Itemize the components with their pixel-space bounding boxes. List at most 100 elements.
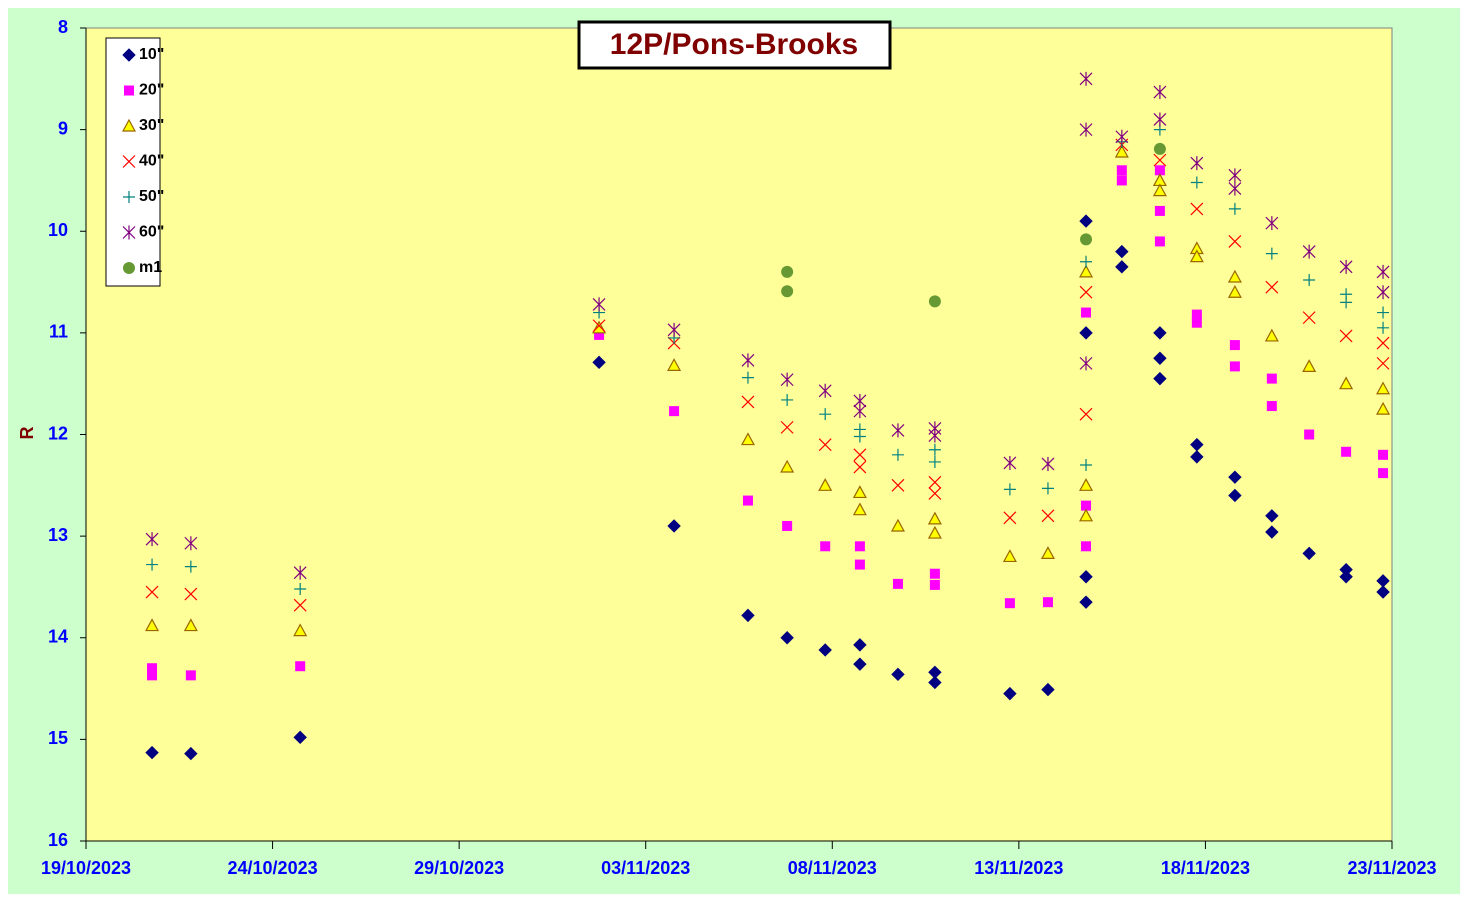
- marker-square: [1042, 597, 1053, 608]
- marker-plus: [928, 455, 941, 468]
- marker-diamond: [1190, 450, 1204, 464]
- marker-cross: [928, 475, 942, 489]
- marker-square: [1378, 449, 1389, 460]
- marker-diamond: [853, 657, 867, 671]
- marker-circle: [1080, 233, 1093, 246]
- marker-triangle: [145, 618, 160, 632]
- marker-triangle: [852, 502, 867, 516]
- marker-square: [1191, 317, 1202, 328]
- marker-diamond: [741, 608, 755, 623]
- x-tick-label: 23/11/2023: [1347, 858, 1436, 878]
- marker-star: [1079, 122, 1093, 137]
- marker-diamond: [818, 643, 832, 657]
- marker-plus: [294, 582, 307, 595]
- marker-cross: [853, 460, 867, 474]
- marker-star: [667, 322, 681, 337]
- marker-star: [818, 383, 832, 398]
- marker-diamond: [1339, 570, 1353, 584]
- marker-star: [1190, 156, 1204, 171]
- marker-plus: [1377, 321, 1390, 334]
- marker-diamond: [1115, 260, 1129, 274]
- marker-square: [854, 541, 865, 552]
- marker-cross: [1079, 285, 1093, 299]
- marker-square: [124, 85, 134, 96]
- marker-diamond: [1265, 509, 1279, 523]
- marker-triangle: [1189, 249, 1204, 263]
- marker-diamond: [184, 746, 198, 761]
- marker-star: [122, 225, 136, 240]
- marker-star: [1302, 244, 1316, 259]
- marker-diamond: [1376, 585, 1390, 599]
- marker-star: [1041, 456, 1055, 471]
- marker-triangle: [1002, 549, 1017, 563]
- legend-label: m1: [139, 259, 162, 276]
- marker-triangle: [890, 518, 905, 532]
- marker-diamond: [1079, 595, 1093, 609]
- marker-star: [592, 297, 606, 312]
- x-tick-label: 08/11/2023: [788, 858, 877, 878]
- marker-plus: [1265, 247, 1278, 260]
- marker-star: [1153, 112, 1167, 127]
- marker-star: [853, 404, 867, 419]
- marker-star: [1228, 168, 1242, 183]
- marker-square: [1266, 401, 1277, 412]
- marker-plus: [853, 430, 866, 443]
- marker-diamond: [928, 675, 942, 690]
- x-tick-label: 19/10/2023: [41, 858, 131, 878]
- marker-triangle: [183, 618, 198, 632]
- legend-label: 50": [139, 188, 164, 205]
- marker-diamond: [853, 638, 867, 652]
- marker-triangle: [780, 459, 795, 473]
- marker-square: [669, 406, 680, 417]
- marker-cross: [1041, 509, 1055, 523]
- marker-square: [147, 670, 158, 681]
- marker-triangle: [667, 358, 682, 371]
- marker-star: [928, 428, 942, 443]
- y-tick-label: 12: [48, 423, 68, 443]
- marker-plus: [781, 393, 794, 406]
- marker-diamond: [1079, 326, 1093, 340]
- marker-square: [929, 568, 940, 579]
- marker-square: [929, 579, 940, 590]
- title-box: [577, 20, 892, 70]
- marker-cross: [122, 155, 136, 168]
- marker-star: [1079, 71, 1093, 86]
- marker-triangle: [592, 320, 607, 334]
- marker-star: [145, 532, 159, 547]
- legend-label: 10": [139, 46, 164, 63]
- marker-plus: [891, 448, 904, 461]
- legend-label: 40": [139, 153, 164, 170]
- marker-square: [1266, 373, 1277, 384]
- x-tick-label: 18/11/2023: [1161, 858, 1250, 878]
- y-tick-label: 9: [58, 118, 68, 138]
- marker-plus: [146, 558, 159, 571]
- marker-plus: [928, 443, 941, 456]
- marker-star: [1376, 264, 1390, 279]
- marker-square: [1004, 598, 1015, 609]
- y-tick-label: 14: [48, 627, 68, 647]
- marker-star: [184, 536, 198, 551]
- marker-triangle: [1339, 376, 1354, 390]
- marker-star: [741, 353, 755, 368]
- marker-cross: [1153, 153, 1167, 167]
- marker-square: [1341, 446, 1352, 457]
- marker-diamond: [1265, 525, 1279, 539]
- marker-plus: [184, 560, 197, 573]
- y-tick-label: 16: [48, 830, 68, 850]
- marker-triangle: [1079, 508, 1094, 522]
- y-tick-label: 10: [48, 220, 68, 240]
- marker-cross: [1339, 329, 1353, 343]
- marker-square: [1378, 468, 1389, 479]
- marker-diamond: [1228, 470, 1242, 484]
- marker-cross: [1003, 511, 1017, 525]
- marker-square: [1154, 165, 1165, 176]
- marker-diamond: [1079, 214, 1093, 228]
- marker-plus: [1228, 202, 1241, 215]
- marker-plus: [1377, 306, 1390, 319]
- marker-triangle: [1114, 144, 1129, 158]
- marker-diamond: [145, 745, 159, 760]
- marker-triangle: [927, 525, 942, 539]
- marker-cross: [1079, 407, 1093, 421]
- marker-plus: [1080, 255, 1093, 268]
